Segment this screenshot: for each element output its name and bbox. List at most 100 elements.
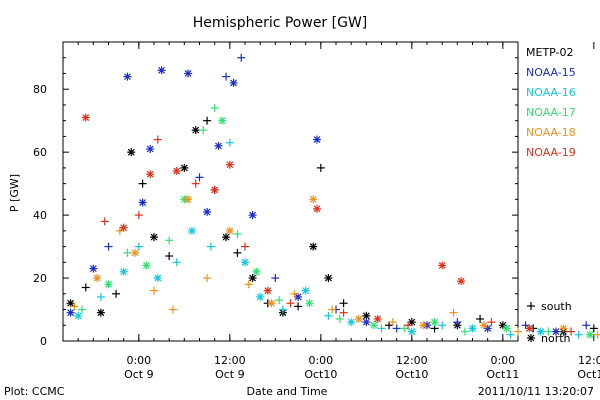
data-point-south: [286, 299, 295, 308]
plot-frame: [62, 41, 519, 342]
data-point-south: [165, 252, 174, 261]
data-point-north: [525, 324, 534, 333]
data-point-south: [191, 179, 200, 188]
x-tick-date-label: Oct 9: [124, 368, 154, 381]
data-point-north: [96, 308, 105, 317]
data-point-south: [153, 135, 162, 144]
data-point-south: [104, 242, 113, 251]
data-point-north: [210, 185, 219, 194]
marker-stroke: [93, 274, 101, 282]
marker-stroke: [256, 293, 264, 301]
marker-stroke: [127, 148, 135, 156]
data-point-south: [150, 286, 158, 295]
marker-stroke: [173, 167, 181, 175]
data-point-north: [119, 223, 128, 232]
marker-stroke: [188, 227, 196, 235]
series-noaa-17: [77, 104, 595, 339]
data-point-north: [263, 286, 272, 295]
data-point-south: [195, 173, 204, 182]
marker-legend-symbol-north: [527, 334, 535, 342]
data-point-north: [172, 167, 181, 176]
series-noaa-18: [70, 195, 600, 339]
data-point-south: [449, 308, 458, 317]
data-point-north: [267, 299, 276, 308]
legend-entry-noaa-17: NOAA-17: [526, 106, 576, 119]
marker-stroke: [560, 324, 567, 332]
data-point-south: [134, 211, 143, 220]
data-point-south: [203, 274, 212, 283]
data-point-north: [248, 211, 257, 220]
marker-stroke: [211, 186, 219, 194]
marker-stroke: [355, 315, 363, 323]
data-point-north: [203, 207, 212, 216]
data-point-south: [96, 292, 105, 301]
marker-stroke: [431, 318, 439, 326]
marker-stroke: [226, 161, 234, 169]
data-point-north: [559, 324, 568, 333]
data-point-south: [335, 314, 344, 323]
data-point-north: [146, 145, 155, 154]
data-point-north: [153, 274, 162, 283]
data-point-north: [301, 286, 310, 295]
marker-stroke: [131, 249, 139, 257]
data-point-north: [142, 261, 151, 270]
marker-stroke: [184, 195, 192, 203]
x-tick-date-label: Oct10: [304, 368, 337, 381]
data-point-north: [479, 321, 488, 330]
data-point-north: [131, 248, 140, 257]
marker-stroke: [294, 293, 302, 301]
data-point-north: [81, 113, 90, 122]
marker-stroke: [324, 274, 332, 282]
data-point-south: [460, 327, 469, 336]
series-noaa-15: [66, 53, 591, 336]
data-point-north: [586, 330, 595, 339]
marker-stroke: [268, 299, 275, 307]
marker-stroke: [309, 195, 317, 203]
marker-stroke: [146, 170, 154, 178]
data-point-south: [392, 324, 401, 333]
marker-stroke: [525, 324, 533, 332]
data-point-south: [134, 242, 143, 251]
data-point-north: [551, 327, 560, 336]
series-legend: METP-02 NOAA-15 NOAA-16 NOAA-17 NOAA-18 NOAA-…: [526, 46, 576, 159]
data-point-north: [127, 148, 136, 157]
data-point-south: [203, 116, 212, 125]
data-point-north: [438, 261, 447, 270]
data-point-north: [419, 321, 428, 330]
data-point-south: [70, 302, 79, 311]
marker-stroke: [480, 321, 488, 329]
marker-stroke: [484, 324, 492, 332]
marker-stroke: [142, 262, 150, 269]
data-point-north: [184, 195, 193, 204]
data-point-south: [81, 283, 90, 292]
marker-stroke: [192, 126, 200, 134]
data-point-north: [191, 126, 200, 135]
data-point-north: [104, 280, 113, 289]
marker-stroke: [408, 328, 416, 335]
data-point-south: [487, 318, 496, 327]
plot-source-label: Plot: CCMC: [4, 385, 65, 398]
data-point-south: [168, 305, 177, 314]
data-point-south: [589, 324, 598, 333]
x-tick-date-label: Oct10: [395, 368, 428, 381]
y-tick-label: 80: [33, 83, 47, 96]
marker-stroke: [226, 227, 234, 235]
data-point-north: [74, 311, 83, 320]
data-point-south: [172, 258, 181, 267]
data-point-south: [316, 163, 325, 172]
marker-stroke: [249, 274, 257, 282]
data-point-north: [119, 267, 128, 276]
data-point-north: [313, 204, 322, 213]
data-point-north: [309, 195, 318, 204]
marker-legend-label-north: north: [541, 332, 571, 345]
marker-stroke: [89, 265, 97, 273]
marker-stroke: [552, 328, 560, 335]
x-tick-time-label: 0:00: [490, 354, 515, 367]
data-point-south: [544, 327, 553, 336]
data-point-south: [123, 248, 132, 257]
data-point-south: [278, 305, 287, 314]
data-point-south: [275, 296, 284, 305]
data-point-south: [328, 305, 337, 314]
